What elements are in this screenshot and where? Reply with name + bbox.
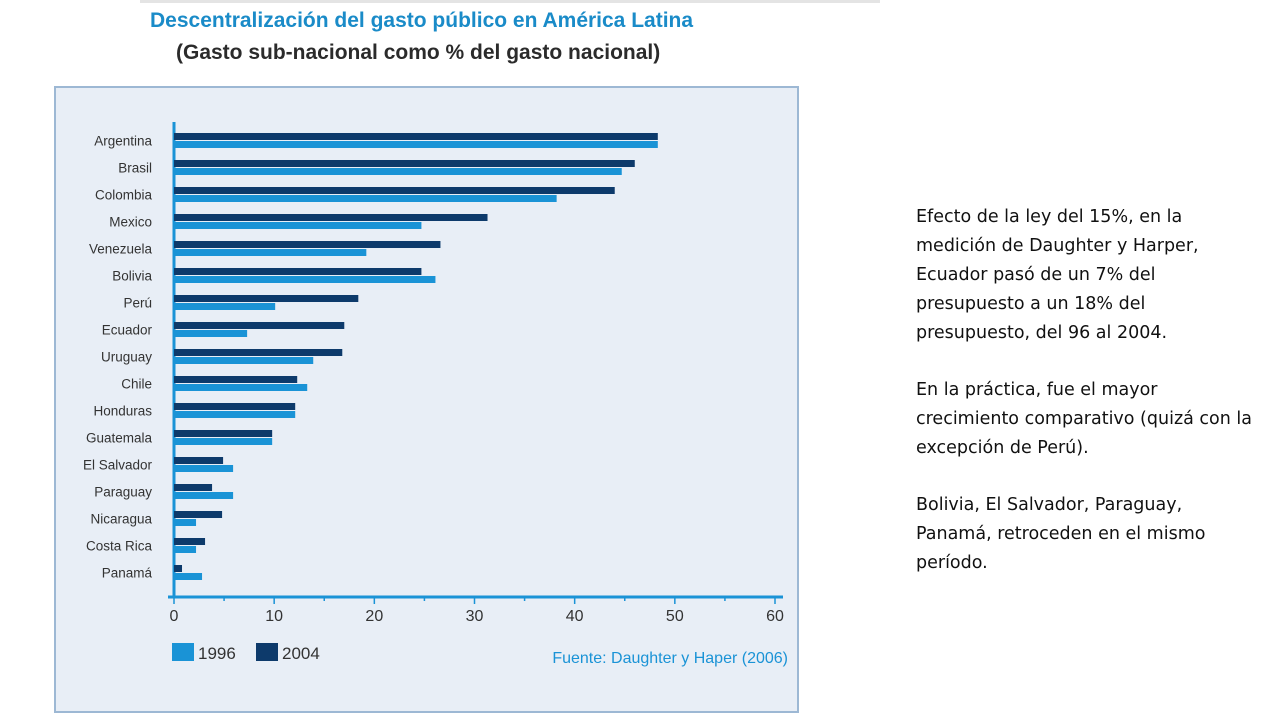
annotation-text: Efecto de la ley del 15%, en la medición…: [916, 203, 1261, 606]
bar-2004: [174, 376, 298, 383]
bar-1996: [174, 492, 234, 499]
x-tick-label: 60: [766, 608, 784, 625]
bar-1996: [174, 330, 248, 337]
bar-1996: [174, 222, 422, 229]
category-label: Costa Rica: [86, 539, 153, 554]
x-tick-label: 20: [365, 608, 383, 625]
category-label: Ecuador: [102, 323, 153, 338]
category-label: Chile: [121, 377, 152, 392]
bar-chart: Argentina Brasil Colombia Mexico Venezuela Bo…: [83, 122, 788, 667]
bar-1996: [174, 303, 276, 310]
legend-label-1996: 1996: [198, 644, 236, 663]
bar-1996: [174, 465, 234, 472]
bar-2004: [174, 160, 635, 167]
category-label: Paraguay: [94, 485, 152, 500]
bar-2004: [174, 538, 206, 545]
bar-2004: [174, 349, 343, 356]
x-tick-label: 40: [566, 608, 584, 625]
category-label: Panamá: [102, 566, 153, 581]
category-label: Uruguay: [101, 350, 152, 365]
bar-2004: [174, 484, 213, 491]
chart-title: Descentralización del gasto público en A…: [150, 9, 694, 32]
annotation-paragraph: Bolivia, El Salvador, Paraguay, Panamá, …: [916, 495, 1206, 573]
bar-1996: [174, 141, 658, 148]
category-label: Guatemala: [86, 431, 153, 446]
bar-2004: [174, 295, 359, 302]
category-label: Brasil: [118, 161, 152, 176]
category-label: Colombia: [95, 188, 153, 203]
category-label: Perú: [123, 296, 152, 311]
legend-swatch-2004: [256, 643, 278, 661]
category-label: Mexico: [109, 215, 152, 230]
chart-panel: Argentina Brasil Colombia Mexico Venezuela Bo…: [54, 86, 799, 713]
chart-subtitle: (Gasto sub-nacional como % del gasto nac…: [176, 41, 661, 64]
bar-2004: [174, 187, 615, 194]
category-label: El Salvador: [83, 458, 153, 473]
bar-1996: [174, 276, 436, 283]
bar-1996: [174, 411, 296, 418]
bar-2004: [174, 322, 345, 329]
bar-1996: [174, 357, 314, 364]
bar-2004: [174, 241, 441, 248]
bar-2004: [174, 133, 658, 140]
bar-2004: [174, 457, 224, 464]
category-label: Bolivia: [112, 269, 152, 284]
bar-2004: [174, 430, 273, 437]
bar-2004: [174, 511, 223, 518]
bar-2004: [174, 268, 422, 275]
bar-1996: [174, 195, 557, 202]
category-label: Honduras: [93, 404, 152, 419]
bar-1996: [174, 519, 197, 526]
bar-1996: [174, 249, 367, 256]
bar-2004: [174, 403, 296, 410]
bar-2004: [174, 565, 183, 572]
bar-1996: [174, 438, 273, 445]
bar-2004: [174, 214, 488, 221]
x-tick-label: 10: [265, 608, 283, 625]
category-label: Nicaragua: [90, 512, 152, 527]
bar-1996: [174, 546, 197, 553]
source-note: Fuente: Daughter y Haper (2006): [552, 650, 788, 667]
x-tick-label: 50: [666, 608, 684, 625]
legend-swatch-1996: [172, 643, 194, 661]
bar-1996: [174, 168, 622, 175]
category-label: Argentina: [94, 134, 152, 149]
legend-label-2004: 2004: [282, 644, 320, 663]
annotation-paragraph: Efecto de la ley del 15%, en la medición…: [916, 207, 1199, 343]
bar-1996: [174, 384, 308, 391]
category-label: Venezuela: [89, 242, 153, 257]
bar-1996: [174, 573, 203, 580]
annotation-paragraph: En la práctica, fue el mayor crecimiento…: [916, 380, 1252, 458]
top-rule: [140, 0, 880, 3]
x-tick-label: 30: [466, 608, 484, 625]
x-tick-label: 0: [170, 608, 179, 625]
